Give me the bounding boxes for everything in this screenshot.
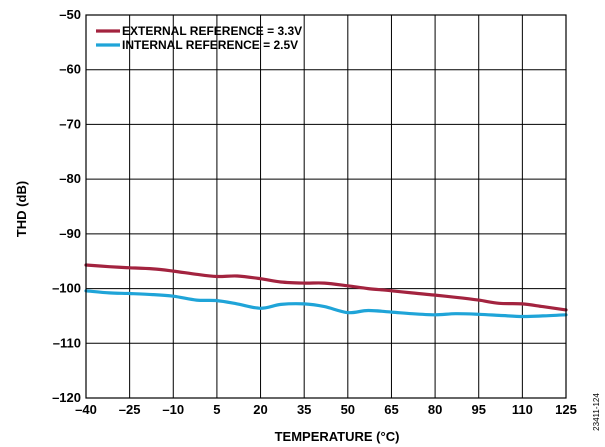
x-tick-label: –25 [119, 402, 141, 417]
y-tick-label: –70 [59, 116, 81, 131]
y-axis-label: THD (dB) [14, 181, 29, 237]
y-tick-label: –90 [59, 226, 81, 241]
x-tick-label: 5 [213, 402, 220, 417]
y-tick-label: –120 [52, 390, 81, 405]
series-line-internal-reference [84, 289, 568, 319]
y-tick-label: –100 [52, 281, 81, 296]
series-line-external-reference [84, 263, 568, 312]
x-tick-label: 20 [253, 402, 267, 417]
y-tick-label: –80 [59, 171, 81, 186]
x-tick-label: 65 [384, 402, 398, 417]
y-tick-label: –110 [53, 335, 81, 350]
x-tick-label: 50 [341, 402, 355, 417]
y-tick-label: –50 [59, 7, 81, 22]
y-tick-labels: –50 –60 –70 –80 –90 –100 –110 –120 [52, 7, 81, 405]
x-tick-label: 80 [428, 402, 442, 417]
x-tick-labels: –40 –25 –10 5 20 35 50 65 80 95 110 125 [75, 402, 577, 417]
series-lines [84, 263, 568, 319]
y-tick-label: –60 [59, 62, 81, 77]
legend-label: EXTERNAL REFERENCE = 3.3V [122, 24, 302, 38]
legend-label: INTERNAL REFERENCE = 2.5V [122, 38, 298, 52]
x-tick-label: 110 [512, 402, 533, 417]
x-tick-label: –40 [75, 402, 97, 417]
figure-id: 23411-124 [592, 393, 601, 431]
x-tick-label: 35 [297, 402, 311, 417]
grid [85, 14, 567, 399]
plot-frame [85, 14, 567, 399]
x-tick-label: –10 [162, 402, 184, 417]
x-tick-label: 125 [555, 402, 577, 417]
x-tick-label: 95 [471, 402, 485, 417]
x-axis-label: TEMPERATURE (°C) [275, 429, 400, 444]
